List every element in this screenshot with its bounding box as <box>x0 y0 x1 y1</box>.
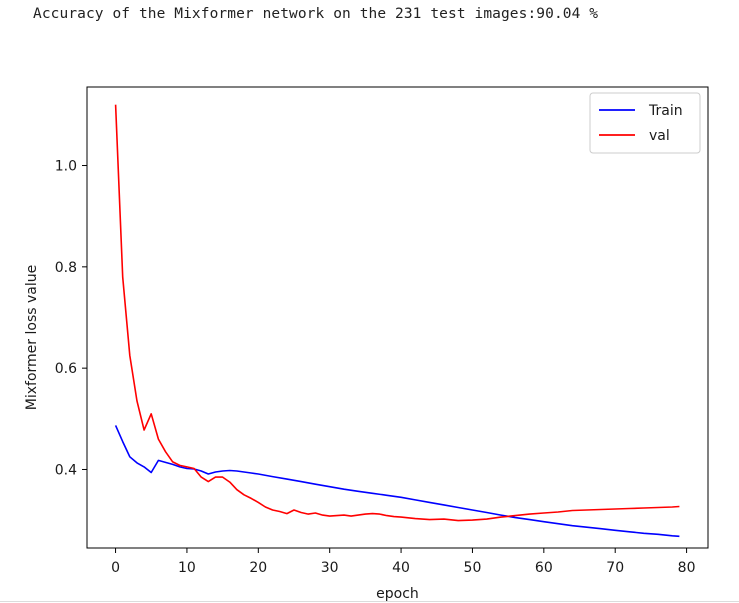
x-tick-label: 40 <box>392 560 410 576</box>
legend-label-val: val <box>649 128 670 144</box>
x-tick-label: 80 <box>678 560 696 576</box>
x-tick-label: 0 <box>111 560 120 576</box>
x-axis-label: epoch <box>376 586 419 602</box>
plot-area <box>86 86 709 549</box>
x-tick-label: 50 <box>464 560 482 576</box>
y-tick-label: 0.4 <box>55 462 77 478</box>
x-tick-label: 60 <box>535 560 553 576</box>
y-axis-label: Mixformer loss value <box>24 265 40 410</box>
x-tick-label: 20 <box>249 560 267 576</box>
legend-label-train: Train <box>648 103 683 119</box>
output-text: Accuracy of the Mixformer network on the… <box>33 6 599 22</box>
y-tick-label: 1.0 <box>55 159 77 175</box>
y-tick-label: 0.6 <box>55 361 77 377</box>
x-tick-label: 30 <box>321 560 339 576</box>
series-line-val <box>114 104 680 522</box>
x-tick-label: 10 <box>178 560 196 576</box>
y-tick-label: 0.8 <box>55 260 77 276</box>
legend <box>589 92 701 154</box>
x-tick-label: 70 <box>606 560 624 576</box>
divider <box>0 601 739 602</box>
series-line-train <box>114 425 680 538</box>
